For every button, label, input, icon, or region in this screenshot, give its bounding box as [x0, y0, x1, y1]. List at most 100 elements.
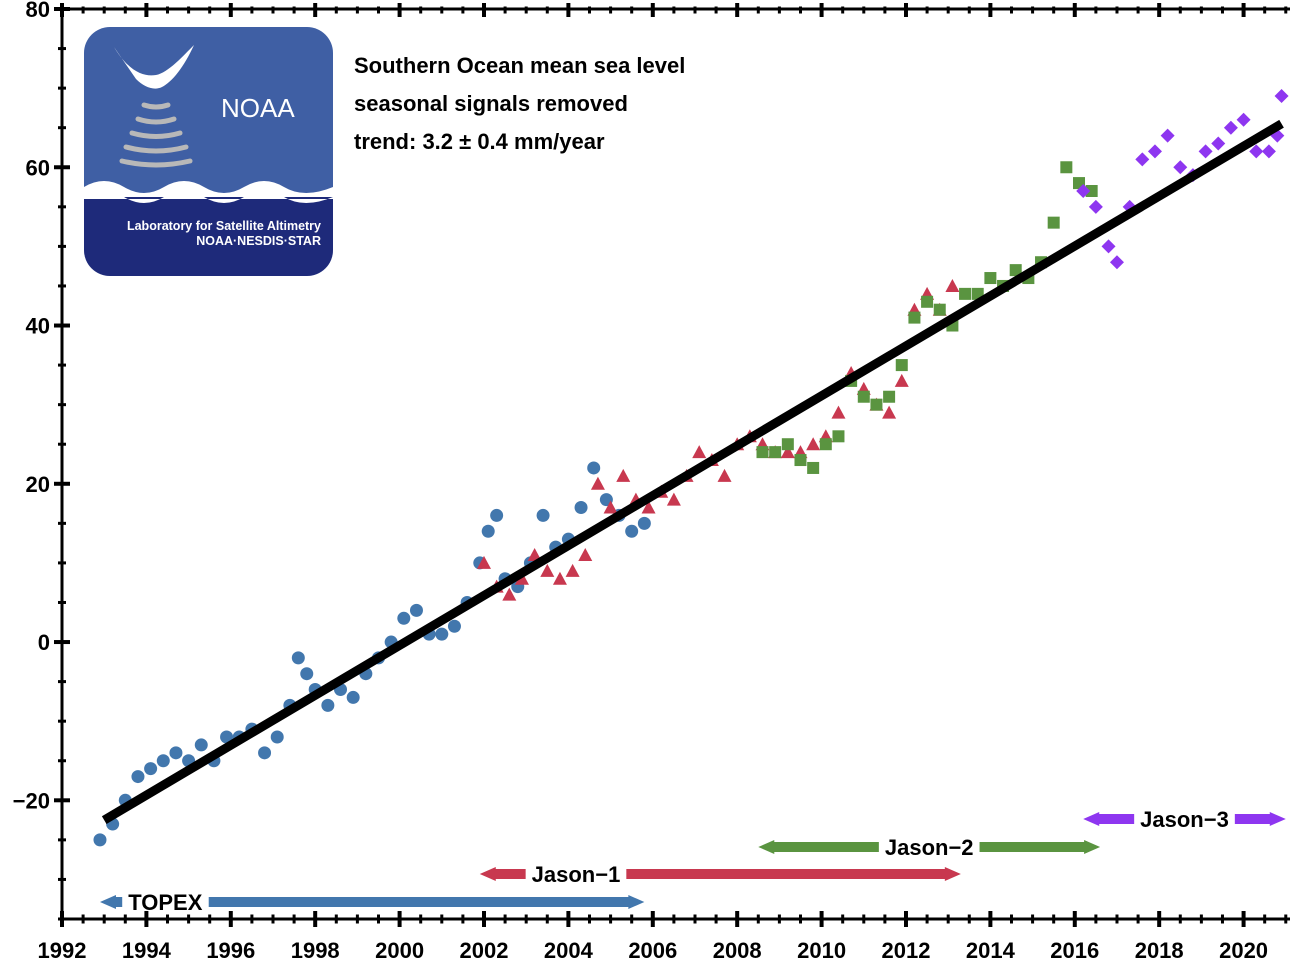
data-point	[984, 272, 997, 285]
trend-line-segment	[101, 119, 1284, 824]
data-point	[1198, 144, 1213, 159]
data-point	[895, 359, 908, 372]
data-point	[587, 461, 601, 475]
data-point	[1135, 152, 1150, 167]
x-tick-label: 2010	[797, 938, 846, 959]
data-point	[1223, 120, 1238, 135]
data-point	[590, 476, 605, 490]
data-point	[857, 390, 870, 403]
data-point	[807, 461, 820, 474]
data-point	[1060, 161, 1073, 174]
logo-line-1: Laboratory for Satellite Altimetry	[126, 219, 321, 233]
data-point	[536, 508, 550, 522]
data-point	[883, 390, 896, 403]
data-point	[346, 690, 360, 704]
mission-label: Jason−1	[532, 862, 621, 887]
data-point	[603, 500, 618, 514]
data-point	[300, 667, 314, 681]
data-point	[502, 587, 517, 601]
data-point	[169, 746, 183, 760]
data-point	[717, 468, 732, 482]
data-point	[481, 524, 495, 538]
x-tick-label: 2008	[713, 938, 762, 959]
data-point	[945, 278, 960, 292]
data-point	[769, 446, 782, 459]
data-point	[1101, 239, 1116, 254]
data-point	[1088, 199, 1103, 214]
data-point	[1274, 89, 1289, 104]
data-point	[490, 508, 504, 522]
data-point	[540, 563, 555, 577]
data-point	[756, 446, 769, 459]
data-point	[574, 501, 588, 515]
mission-jason-3: Jason−3	[1083, 807, 1286, 832]
x-tick-label: 2016	[1050, 938, 1099, 959]
data-point	[616, 468, 631, 482]
y-tick-label: 20	[26, 472, 50, 497]
tick-labels: 1992 1994 1996 1998 2000 2002 2004 2006 2008 2010…	[13, 0, 1268, 959]
mission-label: Jason−2	[885, 835, 974, 860]
data-point	[1047, 216, 1060, 229]
y-tick-label: 80	[26, 0, 50, 22]
data-point	[514, 571, 529, 585]
noaa-emblem-icon	[84, 45, 333, 276]
annotation-title: Southern Ocean mean sea level	[354, 53, 686, 78]
data-point	[578, 548, 593, 561]
data-point	[933, 303, 946, 316]
data-point	[870, 398, 883, 411]
x-tick-label: 2006	[628, 938, 677, 959]
mission-jason-2: Jason−2	[758, 835, 1101, 860]
x-tick-label: 2012	[882, 938, 931, 959]
data-point	[832, 430, 845, 443]
y-tick-label: 60	[26, 155, 50, 180]
data-point	[666, 492, 681, 506]
x-tick-label: 1996	[206, 938, 255, 959]
x-tick-label: 2000	[375, 938, 424, 959]
data-point	[156, 754, 170, 768]
y-tick-label: 40	[26, 314, 50, 339]
data-point	[552, 571, 567, 585]
mission-topex: TOPEX	[99, 890, 645, 915]
logo-line-2: NOAA·NESDIS·STAR	[196, 234, 321, 248]
data-point	[476, 555, 491, 569]
data-point	[144, 762, 158, 776]
data-point	[1160, 128, 1175, 143]
data-point	[527, 548, 542, 561]
data-point	[959, 287, 972, 300]
data-point	[1173, 160, 1188, 175]
data-point	[1211, 136, 1226, 151]
data-point	[781, 438, 794, 451]
data-point	[908, 311, 921, 324]
x-tick-label: 1992	[38, 938, 87, 959]
data-point	[220, 730, 234, 744]
data-point	[806, 437, 821, 451]
mission-span-bar	[99, 895, 645, 909]
annotation-subtitle: seasonal signals removed	[354, 91, 628, 116]
data-point	[882, 405, 897, 419]
data-point	[1236, 112, 1251, 127]
x-tick-label: 1994	[122, 938, 172, 959]
data-point	[291, 651, 305, 665]
data-point	[409, 603, 423, 617]
x-tick-label: 2004	[544, 938, 594, 959]
annotation-trend: trend: 3.2 ± 0.4 mm/year	[354, 129, 605, 154]
data-point	[625, 524, 639, 538]
data-point	[1249, 144, 1264, 159]
data-point	[637, 516, 651, 530]
data-point	[1076, 184, 1091, 198]
x-tick-label: 2014	[966, 938, 1016, 959]
data-point	[397, 611, 411, 625]
data-point	[447, 619, 461, 633]
mission-label: TOPEX	[128, 890, 203, 915]
data-point	[93, 833, 107, 847]
logo-brand: NOAA	[221, 93, 295, 123]
x-tick-label: 2018	[1135, 938, 1184, 959]
data-point	[780, 445, 795, 459]
data-point	[270, 730, 284, 744]
mission-jason-1: Jason−1	[479, 862, 961, 887]
data-point	[921, 295, 934, 308]
x-tick-label: 2002	[460, 938, 509, 959]
y-tick-label: −20	[13, 788, 50, 813]
data-point	[894, 373, 909, 387]
